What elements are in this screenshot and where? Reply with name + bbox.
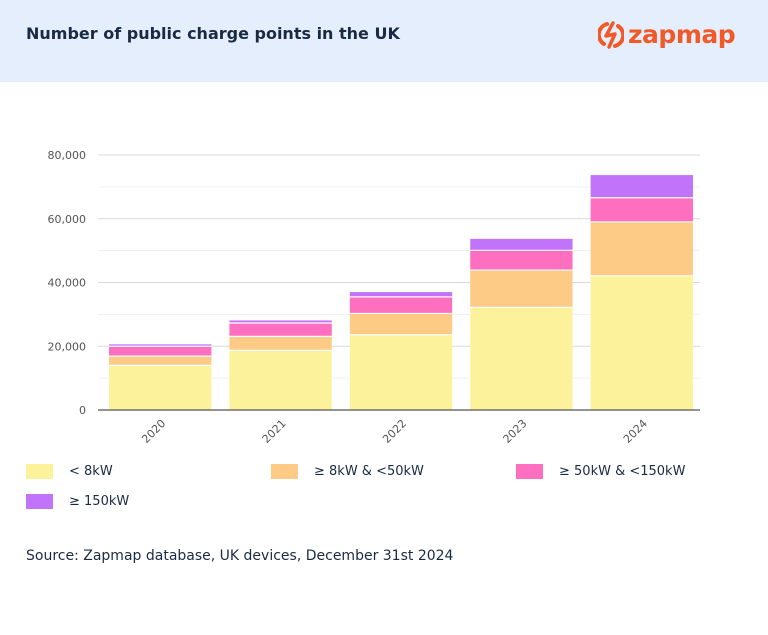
bar-segment bbox=[229, 350, 332, 410]
legend-swatch bbox=[26, 464, 53, 479]
bar-segment bbox=[349, 296, 453, 314]
y-tick-label: 60,000 bbox=[48, 213, 87, 226]
legend-label: < 8kW bbox=[69, 464, 113, 479]
bolt-icon bbox=[598, 20, 624, 49]
x-tick-label: 2020 bbox=[139, 417, 168, 446]
y-tick-label: 80,000 bbox=[48, 149, 87, 162]
legend-swatch bbox=[271, 464, 298, 479]
page-title: Number of public charge points in the UK bbox=[26, 24, 400, 43]
bar-segment bbox=[590, 221, 693, 276]
bar-segment bbox=[349, 313, 453, 335]
legend-label: ≥ 50kW & <150kW bbox=[559, 464, 686, 479]
bar-segment bbox=[109, 344, 212, 347]
bar-segment bbox=[470, 238, 573, 251]
logo-text: zapmap bbox=[628, 20, 736, 49]
x-tick-label: 2022 bbox=[380, 417, 409, 446]
legend-item: ≥ 8kW & <50kW bbox=[271, 464, 424, 479]
x-tick-label: 2023 bbox=[501, 417, 530, 446]
bar-segment bbox=[109, 365, 212, 410]
y-tick-label: 40,000 bbox=[48, 277, 87, 290]
bar-segment bbox=[470, 270, 573, 308]
bar-segment bbox=[109, 356, 212, 366]
legend-label: ≥ 8kW & <50kW bbox=[314, 464, 424, 479]
stacked-bar-chart: 0 20,000 40,000 60,000 80,000 2020 2021 2022 202… bbox=[48, 149, 700, 446]
source-note: Source: Zapmap database, UK devices, Dec… bbox=[26, 548, 454, 564]
bar-segment bbox=[590, 275, 693, 410]
bar-segment bbox=[470, 250, 573, 271]
bar-segment bbox=[229, 322, 332, 337]
x-tick-label: 2021 bbox=[260, 417, 289, 446]
x-tick-label: 2024 bbox=[621, 417, 650, 446]
legend-label: ≥ 150kW bbox=[69, 494, 130, 509]
header: Number of public charge points in the UK… bbox=[0, 0, 768, 82]
legend-item: < 8kW bbox=[26, 464, 113, 479]
legend-swatch bbox=[26, 494, 53, 509]
bar-segment bbox=[229, 336, 332, 351]
legend-swatch bbox=[516, 464, 543, 479]
bar-segment bbox=[590, 197, 693, 222]
legend-item: ≥ 50kW & <150kW bbox=[516, 464, 685, 479]
legend-item: ≥ 150kW bbox=[26, 494, 129, 509]
bar-segment bbox=[349, 334, 453, 410]
y-tick-label: 0 bbox=[79, 404, 86, 417]
bar-segment bbox=[229, 320, 332, 323]
bar-segment bbox=[109, 346, 212, 357]
bar-segment bbox=[470, 307, 573, 410]
y-tick-label: 20,000 bbox=[48, 340, 87, 353]
bar-segment bbox=[349, 292, 453, 297]
bar-segment bbox=[590, 175, 693, 198]
zapmap-logo: zapmap bbox=[598, 20, 736, 49]
